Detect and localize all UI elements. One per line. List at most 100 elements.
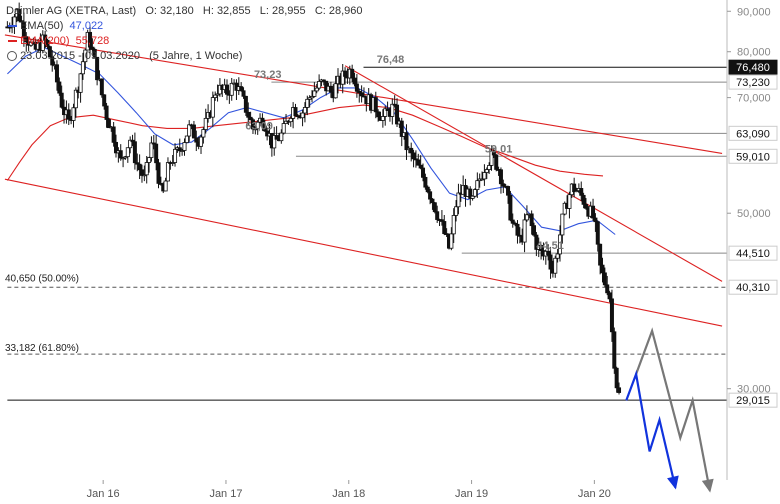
candle-216	[515, 220, 520, 244]
candle-203	[484, 167, 489, 179]
legend-ema200-row: EMA(200) 55,728	[6, 34, 363, 49]
candle-body	[114, 141, 119, 154]
candle-17	[45, 38, 50, 49]
candle-body	[50, 56, 55, 66]
candle-body	[125, 147, 130, 158]
candle-157	[376, 109, 381, 122]
candle-29	[73, 87, 78, 118]
price-annotation-1: 76,48	[377, 54, 405, 66]
candle-body	[399, 120, 404, 137]
candle-body	[203, 117, 208, 130]
candle-67	[163, 177, 168, 192]
candle-body	[354, 83, 359, 92]
x-tick-label: Jan 18	[332, 488, 365, 500]
candle-body	[307, 97, 312, 100]
candle-57	[139, 164, 144, 183]
candle-259	[617, 382, 622, 395]
candle-26	[66, 103, 71, 126]
candle-body	[546, 250, 551, 256]
candle-63	[154, 135, 159, 171]
candle-132	[317, 74, 322, 91]
candle-body	[111, 126, 116, 143]
candle-body	[480, 178, 485, 181]
price-label-4: 44,510	[728, 245, 778, 261]
candle-body	[593, 217, 598, 223]
candle-body	[451, 215, 456, 235]
candle-body	[598, 243, 603, 266]
period: (5 Jahre, 1 Woche)	[149, 50, 243, 62]
candle-60	[147, 156, 152, 173]
candle-240	[572, 177, 577, 198]
candle-body	[605, 284, 610, 294]
candle-body	[614, 367, 619, 389]
candle-232	[553, 255, 558, 278]
candle-171	[409, 142, 414, 162]
candle-body	[102, 94, 107, 107]
price-label-box	[728, 392, 778, 408]
open-value: 32,180	[160, 5, 194, 17]
candle-body	[118, 150, 123, 159]
candle-212	[506, 185, 511, 204]
candle-56	[137, 154, 142, 180]
candle-122	[293, 103, 298, 117]
candle-190	[454, 200, 459, 222]
candle-22	[57, 77, 62, 96]
candle-body	[142, 174, 147, 177]
price-label-6: 29,015	[728, 392, 778, 408]
candle-body	[191, 124, 196, 139]
candle-128	[307, 95, 312, 108]
candle-82	[199, 134, 204, 154]
candle-body	[250, 119, 255, 130]
candle-body	[288, 117, 293, 123]
projection-gray-arrow-line	[635, 327, 711, 491]
candle-body	[215, 93, 220, 96]
candle-52	[128, 136, 133, 154]
candle-101	[243, 95, 248, 116]
candle-215	[513, 221, 518, 227]
candle-body	[411, 152, 416, 160]
y-tick-3: 80,000	[727, 47, 771, 59]
candle-116	[279, 129, 284, 144]
candle-body	[494, 154, 499, 170]
price-annotations: 73,23 76,48 63,09 59,01 44,51	[245, 54, 564, 252]
candle-75	[182, 138, 187, 156]
candle-body	[352, 77, 357, 85]
candle-213	[508, 190, 513, 222]
candle-body	[413, 158, 418, 161]
candle-59	[144, 155, 149, 184]
candle-189	[451, 208, 456, 243]
candle-body	[293, 107, 298, 117]
candle-body	[404, 132, 409, 151]
candle-109	[262, 119, 267, 132]
candle-258	[614, 366, 619, 393]
candle-body	[213, 94, 218, 98]
candle-body	[24, 36, 29, 43]
candle-body	[442, 221, 447, 235]
candle-body	[80, 61, 85, 75]
candle-body	[281, 123, 286, 134]
candle-body	[88, 31, 93, 48]
candle-body	[439, 219, 444, 222]
candle-body	[425, 186, 430, 193]
candle-body	[390, 103, 395, 117]
legend-range-row: 23.03.2015 - 09.03.2020 (5 Jahre, 1 Woch…	[6, 49, 363, 64]
candle-body	[90, 46, 95, 50]
candle-body	[602, 272, 607, 286]
price-label-3: 59,010	[728, 148, 778, 164]
candle-body	[376, 111, 381, 118]
candle-body	[187, 124, 192, 137]
y-tick-4: 90,000	[727, 6, 771, 18]
candle-219	[522, 213, 527, 253]
candle-137	[328, 81, 333, 98]
candle-243	[579, 181, 584, 202]
candle-body	[468, 188, 473, 199]
candle-38	[95, 56, 100, 86]
price-label-box	[728, 125, 778, 141]
candle-body	[432, 202, 437, 213]
candle-body	[340, 70, 345, 85]
candle-body	[454, 206, 459, 216]
candle-body	[328, 85, 333, 93]
projection-blue-arrow-head	[667, 475, 679, 490]
price-label-text: 40,310	[736, 282, 770, 294]
